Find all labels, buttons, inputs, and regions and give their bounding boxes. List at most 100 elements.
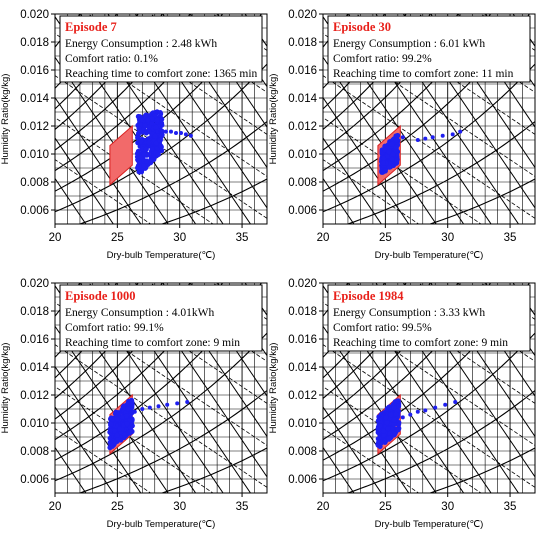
state-points: [134, 109, 193, 175]
y-tick-label: 0.018: [288, 37, 317, 49]
state-point: [394, 133, 400, 139]
state-point: [121, 432, 128, 438]
state-point: [381, 432, 387, 438]
trail-point: [415, 409, 420, 414]
trail-point: [408, 412, 413, 417]
state-point: [149, 115, 155, 122]
state-points: [375, 398, 458, 449]
trail-point: [400, 415, 405, 420]
trail-point: [179, 131, 183, 135]
state-point: [111, 428, 118, 434]
trail-point: [423, 136, 428, 141]
trail-point: [132, 409, 137, 414]
info-line: Comfort ratio: 0.1%: [65, 53, 158, 65]
y-tick-label: 0.006: [288, 474, 317, 486]
state-point: [380, 428, 387, 434]
state-point: [136, 164, 142, 170]
state-point: [142, 113, 149, 119]
state-point: [112, 439, 119, 445]
y-tick-label: 0.020: [20, 278, 49, 290]
x-tick-label: 30: [441, 232, 454, 244]
state-point: [395, 427, 401, 433]
trail-point: [423, 408, 428, 413]
info-line: Energy Consumption : 3.33 kWh: [333, 307, 485, 319]
state-point: [127, 429, 133, 435]
state-point: [381, 147, 388, 153]
y-tick-label: 0.012: [20, 121, 49, 133]
info-line: Reaching time to comfort zone: 1365 min: [65, 68, 258, 80]
info-line: Comfort ratio: 99.1%: [65, 322, 164, 334]
state-point: [157, 110, 163, 116]
y-tick-label: 0.020: [288, 278, 317, 290]
state-point: [153, 140, 159, 146]
x-tick-label: 30: [173, 232, 186, 244]
info-box: [59, 284, 263, 352]
info-line: Reaching time to comfort zone: 11 min: [333, 68, 514, 80]
state-point: [142, 123, 148, 129]
state-point: [390, 151, 396, 157]
state-point: [392, 431, 398, 437]
y-tick-label: 0.006: [288, 205, 317, 217]
state-point: [159, 122, 165, 128]
info-line: Reaching time to comfort zone: 9 min: [333, 337, 508, 349]
info-line: Comfort ratio: 99.2%: [333, 53, 432, 65]
state-point: [382, 168, 388, 174]
state-point: [396, 421, 402, 427]
y-tick-label: 0.018: [288, 306, 317, 318]
state-point: [393, 137, 399, 143]
x-tick-label: 30: [441, 501, 454, 513]
chart-panel-2: 20 25 30 35 0.006 0.008 0.010 0.012 0.014 0.016 0.…: [268, 9, 536, 261]
plot-frame: [54, 13, 268, 225]
state-point: [119, 414, 125, 420]
episode-title: Episode 7: [65, 20, 117, 34]
state-point: [139, 146, 145, 152]
state-point: [386, 404, 392, 410]
y-axis-label: Humidity Ratio(kg/kg): [0, 74, 11, 165]
state-point: [149, 157, 155, 163]
state-point: [379, 439, 385, 446]
state-point: [158, 143, 164, 149]
state-point: [157, 137, 163, 143]
state-point: [380, 155, 387, 161]
plot-frame: [54, 282, 268, 494]
state-point: [380, 160, 386, 166]
y-tick-label: 0.008: [20, 177, 49, 189]
state-point: [386, 435, 392, 442]
x-axis-label: Dry-bulb Temperature(℃): [107, 250, 216, 261]
state-point: [376, 429, 382, 435]
y-axis-label: Humidity Ratio(kg/kg): [268, 343, 279, 434]
state-point: [139, 129, 145, 135]
x-tick-label: 20: [49, 501, 62, 513]
plot-frame: [322, 13, 536, 225]
state-point: [138, 169, 145, 175]
x-tick-label: 35: [504, 501, 517, 513]
trail-point: [169, 129, 173, 134]
trail-point: [430, 135, 435, 140]
trail-point: [400, 135, 405, 140]
x-tick-label: 25: [111, 501, 124, 513]
state-point: [377, 423, 383, 429]
y-tick-label: 0.010: [20, 149, 49, 161]
state-point: [149, 146, 155, 152]
y-tick-label: 0.006: [20, 205, 49, 217]
state-point: [391, 421, 397, 428]
y-tick-label: 0.012: [20, 390, 49, 402]
x-tick-label: 25: [379, 501, 392, 513]
y-tick-label: 0.016: [20, 65, 49, 77]
y-tick-label: 0.016: [20, 334, 49, 346]
x-tick-label: 20: [317, 232, 330, 244]
x-tick-label: 25: [379, 232, 392, 244]
state-point: [383, 415, 389, 421]
y-tick-label: 0.014: [20, 93, 49, 105]
state-point: [129, 399, 135, 406]
state-point: [124, 421, 130, 427]
trail-point: [174, 131, 178, 135]
y-tick-label: 0.010: [20, 418, 49, 430]
info-box: [327, 15, 531, 83]
chart-panel-4: 20 25 30 35 0.006 0.008 0.010 0.012 0.014 0.016 0.…: [268, 278, 536, 530]
state-point: [137, 114, 143, 120]
state-point: [141, 163, 147, 169]
trail-point: [433, 405, 438, 410]
x-tick-label: 20: [317, 501, 330, 513]
info-box: [327, 284, 531, 352]
